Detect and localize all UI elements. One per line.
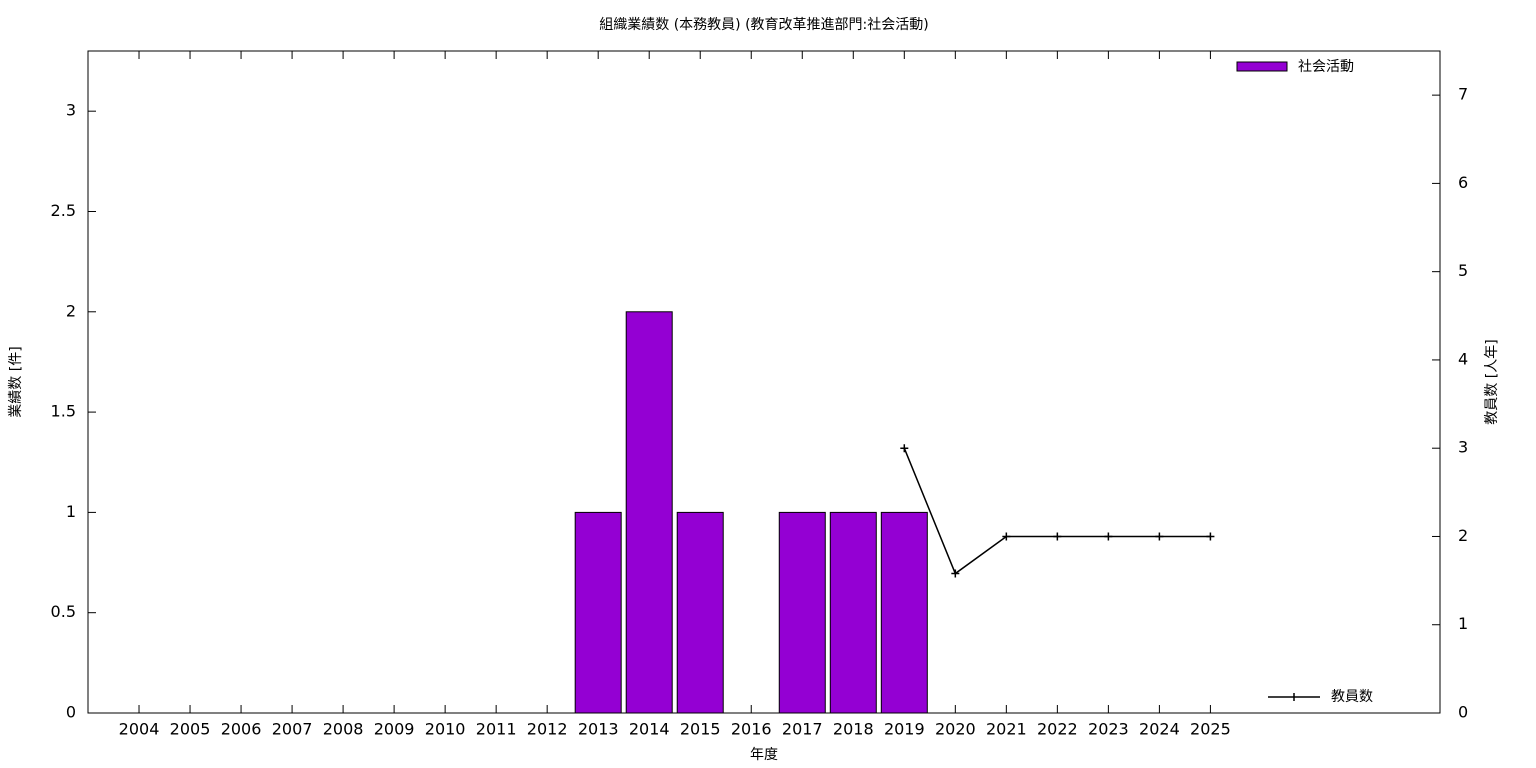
point-marker [951, 569, 960, 578]
x-tick-label: 2007 [272, 720, 313, 739]
bar [676, 511, 724, 714]
y-tick-label: 2 [66, 301, 76, 320]
y2-tick-label: 0 [1458, 703, 1468, 722]
y2-axis-label: 教員数 [人年] [1484, 339, 1500, 424]
x-tick-label: 2021 [986, 720, 1027, 739]
y-axis-label: 業績数 [件] [8, 346, 24, 417]
legend-swatch [1268, 693, 1320, 701]
x-tick-label: 2023 [1088, 720, 1129, 739]
y-tick-label: 1 [66, 502, 76, 521]
x-tick-label: 2022 [1037, 720, 1078, 739]
bar [625, 311, 673, 714]
x-tick-label: 2004 [119, 720, 160, 739]
legend-swatch [1236, 61, 1288, 72]
point-marker [1206, 532, 1215, 541]
x-tick-label: 2017 [782, 720, 823, 739]
x-tick-label: 2018 [833, 720, 874, 739]
x-tick-label: 2014 [629, 720, 670, 739]
y2-tick-label: 3 [1458, 438, 1468, 457]
y2-tick-label: 6 [1458, 173, 1468, 192]
x-tick-label: 2008 [323, 720, 364, 739]
x-tick-label: 2019 [884, 720, 925, 739]
y2-tick-label: 2 [1458, 526, 1468, 545]
legend-label: 教員数 [1331, 689, 1373, 705]
chart-title: 組織業績数 (本務教員) (教育改革推進部門:社会活動) [599, 17, 928, 33]
point-marker [1155, 532, 1164, 541]
y-tick-label: 3 [66, 101, 76, 120]
line [903, 447, 1211, 575]
bar [574, 511, 622, 714]
point-marker [1104, 532, 1113, 541]
plot-frame [87, 50, 1441, 714]
y-tick-label: 1.5 [51, 402, 76, 421]
x-tick-label: 2006 [221, 720, 262, 739]
bar [880, 511, 928, 714]
x-tick-label: 2024 [1139, 720, 1180, 739]
legend-label: 社会活動 [1298, 59, 1354, 75]
y2-tick-label: 1 [1458, 614, 1468, 633]
x-tick-label: 2020 [935, 720, 976, 739]
y2-tick-label: 7 [1458, 85, 1468, 104]
point-marker [900, 444, 909, 453]
x-tick-label: 2011 [476, 720, 517, 739]
y-tick-label: 0.5 [51, 602, 76, 621]
y-tick-label: 0 [66, 703, 76, 722]
x-tick-label: 2025 [1190, 720, 1231, 739]
bar [829, 511, 877, 714]
x-axis-label: 年度 [750, 747, 778, 763]
point-marker [1053, 532, 1062, 541]
bar [778, 511, 826, 714]
y-tick-label: 2.5 [51, 201, 76, 220]
x-tick-label: 2009 [374, 720, 415, 739]
x-tick-label: 2013 [578, 720, 619, 739]
x-tick-label: 2016 [731, 720, 772, 739]
x-tick-label: 2010 [425, 720, 466, 739]
x-tick-label: 2005 [170, 720, 211, 739]
x-tick-label: 2015 [680, 720, 721, 739]
point-marker [1002, 532, 1011, 541]
y2-tick-label: 4 [1458, 349, 1468, 368]
y2-tick-label: 5 [1458, 261, 1468, 280]
x-tick-label: 2012 [527, 720, 568, 739]
